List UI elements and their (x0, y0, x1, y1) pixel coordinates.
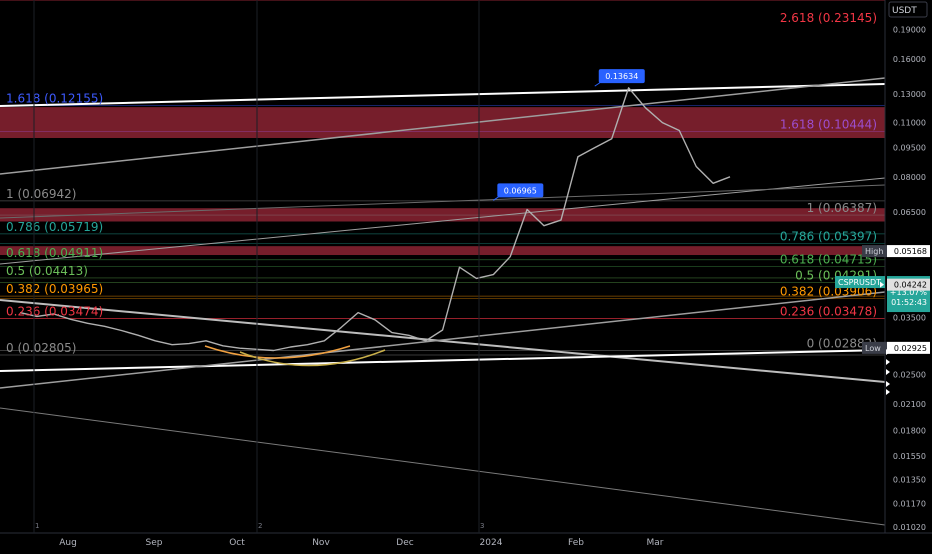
price-tick: 0.08000 (893, 173, 926, 182)
high-badge-label: High (865, 247, 883, 256)
session-marker: 1 (35, 522, 39, 530)
fib-label-left: 0.5 (0.04413) (6, 264, 88, 278)
trend-line[interactable] (0, 177, 886, 265)
price-tick: 0.19000 (893, 26, 926, 35)
currency-label[interactable]: USDT (892, 6, 917, 16)
fib-label-left: 0.618 (0.04911) (6, 246, 103, 260)
resistance-zone (0, 0, 885, 1)
time-tick: Dec (396, 538, 413, 548)
fib-label-right: 0.236 (0.03478) (780, 304, 877, 318)
session-marker: 2 (258, 522, 262, 530)
price-tick: 0.01350 (893, 475, 926, 484)
time-tick: Mar (647, 538, 664, 548)
level-arrow-icon (880, 281, 884, 288)
trend-line[interactable] (0, 349, 886, 372)
price-tick: 0.01170 (893, 500, 926, 509)
price-callout[interactable] (497, 183, 544, 198)
price-tick: 0.13000 (893, 90, 926, 99)
price-callout-label: 0.13634 (605, 72, 638, 81)
time-tick: Nov (312, 538, 330, 548)
price-tick: 0.11000 (893, 119, 926, 128)
time-tick: 2024 (480, 538, 503, 548)
drawing-anchor-icon[interactable] (886, 389, 890, 395)
time-tick: Feb (568, 538, 584, 548)
price-tick: 0.01020 (893, 523, 926, 532)
low-badge-price-box (887, 341, 930, 354)
time-tick: Sep (146, 538, 163, 548)
high-badge-price-box (887, 245, 930, 258)
low-badge (862, 341, 887, 354)
trend-line[interactable] (0, 77, 886, 175)
callout-pointer (594, 81, 602, 87)
price-tick: 0.01550 (893, 452, 926, 461)
price-series-line (19, 87, 731, 352)
bar-countdown: 01:52:43 (891, 298, 927, 307)
session-marker: 3 (480, 522, 484, 530)
drawing-anchor-icon[interactable] (886, 349, 890, 355)
fib-label-right: 1 (0.06387) (807, 201, 877, 215)
price-tick: 0.16000 (893, 55, 926, 64)
fib-label-right: 0.382 (0.03906) (780, 285, 877, 299)
drawing-anchor-icon[interactable] (886, 369, 890, 375)
price-tick: 0.02500 (893, 371, 926, 380)
time-tick: Oct (229, 538, 245, 548)
trend-line[interactable] (0, 299, 886, 383)
resistance-zone (0, 107, 885, 138)
level-price-box (887, 278, 930, 291)
rounding-bottom-arc (204, 345, 351, 359)
price-callout-label: 0.06965 (504, 186, 537, 195)
high-badge (862, 245, 887, 258)
rounding-bottom-arc (239, 349, 386, 367)
fib-label-left: 1 (0.06942) (6, 187, 76, 201)
drawing-anchor-icon[interactable] (886, 381, 890, 387)
symbol-label: CSPRUSDT (838, 278, 881, 287)
callout-pointer (493, 195, 500, 201)
fib-label-right: 1.618 (0.10444) (780, 117, 877, 131)
resistance-zone (0, 246, 885, 256)
high-badge-value: 0.05168 (894, 247, 927, 256)
fib-label-left: 0 (0.02805) (6, 341, 76, 355)
low-badge-value: 0.02925 (894, 344, 927, 353)
trend-line[interactable] (0, 291, 886, 389)
fib-label-left: 1.618 (0.12155) (6, 92, 103, 106)
fib-label-right: 0.786 (0.05397) (780, 230, 877, 244)
price-axis[interactable] (885, 0, 932, 550)
time-axis[interactable] (0, 533, 932, 550)
price-tick: 0.01800 (893, 426, 926, 435)
level-price-value: 0.04242 (894, 281, 927, 290)
fib-label-right: 0 (0.02882) (807, 336, 877, 350)
symbol-badge[interactable] (835, 276, 885, 289)
fib-label-left: 0.786 (0.05719) (6, 220, 103, 234)
low-badge-label: Low (865, 344, 881, 353)
price-tick: 0.09500 (893, 144, 926, 153)
currency-selector[interactable] (888, 1, 928, 18)
fib-label-right: 0.618 (0.04715) (780, 253, 877, 267)
fib-label-left: 0.236 (0.03474) (6, 305, 103, 319)
price-callout[interactable] (598, 69, 645, 84)
price-tick: 0.03500 (893, 313, 926, 322)
trend-line[interactable] (0, 407, 886, 526)
time-tick: Aug (59, 538, 77, 548)
trend-line[interactable] (0, 83, 886, 107)
price-tick: 0.02100 (893, 400, 926, 409)
trend-line[interactable] (0, 184, 886, 219)
fib-label-right: 2.618 (0.23145) (780, 11, 877, 25)
fib-label-left: 0.382 (0.03965) (6, 282, 103, 296)
price-tick: 0.06500 (893, 208, 926, 217)
drawing-anchor-icon[interactable] (886, 359, 890, 365)
price-change: +13.07% (890, 288, 928, 297)
